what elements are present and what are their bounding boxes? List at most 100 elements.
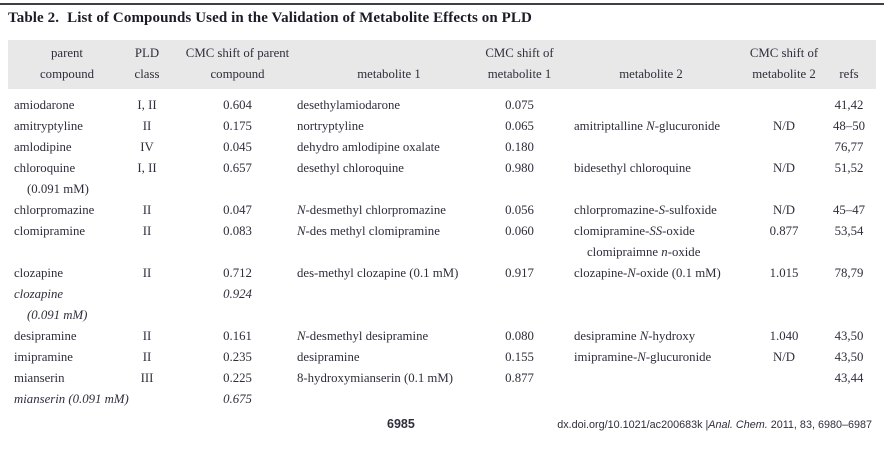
cell-cmc-shift-metabolite-2 [746,368,822,389]
cell-parent-compound: chlorpromazine [8,200,126,221]
cell-line [746,389,822,410]
cell-line: 0.657 [223,161,252,175]
cell-cmc-shift-parent: 0.675 [168,389,295,410]
cell-line: 43,50 [834,350,864,364]
cell-line [746,95,822,116]
cell-cmc-shift-parent: 0.047 [168,200,295,221]
cell-cmc-shift-parent: 0.924 [168,284,295,326]
table-title: Table 2. List of Compounds Used in the Va… [8,10,532,27]
cell-line: II [142,350,152,364]
cell-cmc-shift-metabolite-1: 0.056 [483,200,556,221]
cell-line: dehydro amlodipine oxalate [297,140,440,154]
compounds-table: parent compound PLD class CMC shift of paren… [8,40,876,410]
cell-cmc-shift-metabolite-1: 0.065 [483,116,556,137]
cell-refs: 45–47 [822,200,876,221]
cell-metabolite-1: desethyl chloroquine [295,158,483,200]
cell-line [297,284,483,305]
cell-line [483,284,556,305]
header-line: metabolite 2 [752,67,816,81]
cell-line: 0.604 [223,98,252,112]
cell-line: 78,79 [834,266,864,280]
table-row: clozapine (0.091 mM) 0.924 [8,284,876,326]
cell-metabolite-1: desipramine [295,347,483,368]
cell-line: 0.083 [223,224,252,238]
header-line: metabolite 1 [357,67,421,81]
cell-line: clozapine [14,266,64,280]
column-header-pld-class: PLD class [126,40,168,89]
table-row: mianserin III 0.225 8-hydroxymianserin (0.1… [8,368,876,389]
cell-line: I, II [137,98,157,112]
cell-line: II [142,119,152,133]
cell-line: N/D [772,161,796,175]
cell-cmc-shift-metabolite-1: 0.917 [483,263,556,284]
header-line: PLD [134,46,160,60]
cell-line: 8-hydroxymianserin (0.1 mM) [297,371,454,385]
header-line: refs [839,67,859,81]
cell-line: amitryptyline [14,119,83,133]
cell-pld-class [126,389,168,410]
cell-cmc-shift-parent: 0.657 [168,158,295,200]
cell-line: desethylamiodarone [297,98,401,112]
cell-pld-class: II [126,116,168,137]
cell-line [746,284,822,305]
cell-line: 0.924 [223,287,252,301]
cell-line: 0.060 [505,224,534,238]
cell-line: chloroquine [14,161,76,175]
cell-line [126,284,168,305]
cell-line: 1.015 [769,266,799,280]
column-header-cmc-shift-parent: CMC shift of parent compound [168,40,295,89]
cell-line: 0.161 [223,329,252,343]
header-line: CMC shift of parent [185,46,290,60]
cell-line: 0.155 [505,350,534,364]
cell-refs: 78,79 [822,263,876,284]
cell-line: amitriptalline N-glucuronide [574,119,721,133]
cell-line: 48–50 [833,119,865,133]
cell-cmc-shift-metabolite-2: N/D [746,116,822,137]
header-line: compound [210,67,265,81]
cell-line: mianserin [14,371,65,385]
cell-parent-compound: amlodipine [8,137,126,158]
cell-cmc-shift-metabolite-1: 0.980 [483,158,556,200]
header-line: CMC shift of [485,46,554,60]
cell-line: 53,54 [834,224,864,238]
cell-metabolite-2 [556,368,746,389]
cell-line [822,389,876,410]
cell-cmc-shift-metabolite-2: 1.040 [746,326,822,347]
header-line: CMC shift of [749,46,819,60]
cell-line: II [142,224,152,238]
table-row: imipramine II 0.235 desipramine 0.155 imipram… [8,347,876,368]
cell-pld-class [126,284,168,326]
cell-line: 0.045 [223,140,252,154]
header-line: parent [51,46,83,60]
cell-line: II [142,203,152,217]
cell-metabolite-1 [295,284,483,326]
top-rule [0,3,884,5]
cell-metabolite-2 [556,389,746,410]
cell-cmc-shift-metabolite-2: 0.877 [746,221,822,263]
cell-pld-class: III [126,368,168,389]
cell-line: chlorpromazine-S-sulfoxide [574,203,717,217]
cell-parent-compound: clozapine (0.091 mM) [8,284,126,326]
cell-line [574,389,746,410]
cell-refs [822,284,876,326]
column-header-metabolite-2: metabolite 2 [556,40,746,89]
cell-line: 41,42 [834,98,864,112]
cell-line: I, II [137,161,157,175]
cell-cmc-shift-metabolite-1 [483,389,556,410]
cell-parent-compound: amitryptyline [8,116,126,137]
cell-line: amiodarone [14,98,75,112]
cell-parent-compound: clozapine [8,263,126,284]
cell-parent-compound: clomipramine [8,221,126,263]
cell-line: 0.877 [505,371,534,385]
cell-pld-class: I, II [126,89,168,116]
cell-line: 0.180 [505,140,534,154]
header-row: parent compound PLD class CMC shift of paren… [8,40,876,89]
cell-line: desipramine N-hydroxy [574,329,696,343]
cell-cmc-shift-metabolite-2 [746,389,822,410]
cell-line [574,95,746,116]
column-header-metabolite-1: metabolite 1 [295,40,483,89]
cell-parent-compound: chloroquine (0.091 mM) [8,158,126,200]
cell-pld-class: II [126,326,168,347]
cell-pld-class: II [126,200,168,221]
cell-line [574,284,746,305]
